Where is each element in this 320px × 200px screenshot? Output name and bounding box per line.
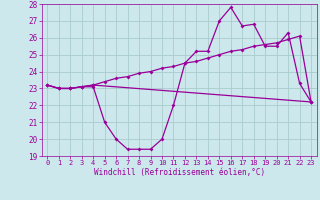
X-axis label: Windchill (Refroidissement éolien,°C): Windchill (Refroidissement éolien,°C): [94, 168, 265, 177]
